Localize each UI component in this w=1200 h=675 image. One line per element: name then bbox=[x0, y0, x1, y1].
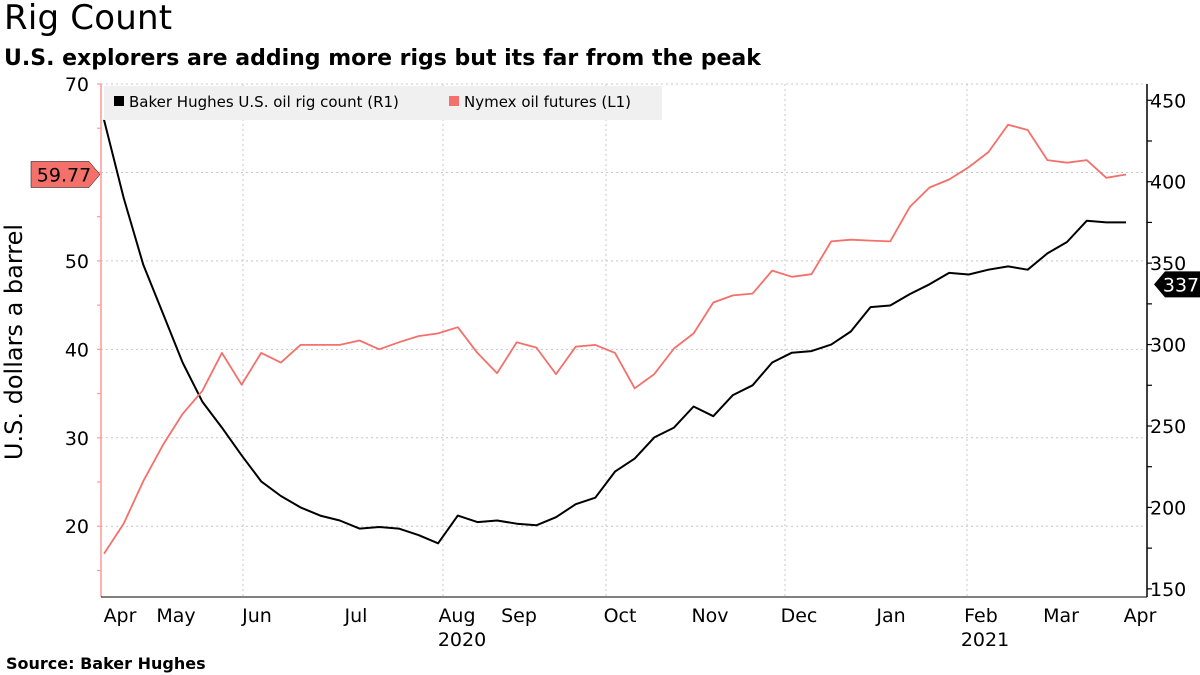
x-tick-label: Apr bbox=[1124, 605, 1157, 627]
left-tick-label: 20 bbox=[65, 516, 89, 538]
right-tick-label: 450 bbox=[1150, 90, 1186, 112]
x-tick-label: Nov bbox=[691, 605, 728, 627]
x-tick-label: Feb bbox=[964, 605, 998, 627]
year-label-2021: 2021 bbox=[961, 629, 1009, 651]
legend-label-rigs: Baker Hughes U.S. oil rig count (R1) bbox=[129, 93, 399, 111]
legend-background bbox=[104, 86, 662, 120]
last-value-badges: 59.77 337 bbox=[30, 161, 1200, 298]
oil-futures-line bbox=[103, 123, 1127, 555]
x-tick-label: Aug bbox=[438, 605, 475, 627]
x-tick-label: Jan bbox=[875, 605, 905, 627]
grid-lines bbox=[101, 83, 1147, 597]
left-tick-label: 40 bbox=[65, 339, 89, 361]
right-tick-label: 400 bbox=[1150, 172, 1186, 194]
chart-subtitle: U.S. explorers are adding more rigs but … bbox=[4, 46, 761, 71]
x-tick-label: Dec bbox=[781, 605, 818, 627]
rig-count-line bbox=[103, 119, 1126, 545]
oil-last-value-label: 59.77 bbox=[37, 164, 91, 186]
x-tick-label: Oct bbox=[604, 605, 637, 627]
year-label-2020: 2020 bbox=[438, 629, 486, 651]
right-tick-label: 150 bbox=[1150, 579, 1186, 601]
rig-last-value-label: 337 bbox=[1163, 274, 1199, 296]
x-tick-label: Apr bbox=[104, 605, 137, 627]
left-tick-label: 70 bbox=[65, 74, 89, 96]
legend-swatch-oil bbox=[449, 96, 459, 106]
left-tick-label: 50 bbox=[65, 251, 89, 273]
y-axis-label: U.S. dollars a barrel bbox=[0, 224, 28, 460]
series-lines bbox=[103, 119, 1127, 555]
legend-swatch-rigs bbox=[114, 96, 124, 106]
source-note: Source: Baker Hughes bbox=[6, 654, 206, 673]
chart-title: Rig Count bbox=[4, 0, 173, 38]
x-tick-label: May bbox=[156, 605, 195, 627]
rig-last-value-badge bbox=[1154, 271, 1200, 298]
left-tick-label: 30 bbox=[65, 428, 89, 450]
axes: 20 30 40 50 70 150 200 250 300 350 400 450 Apr May Jun… bbox=[65, 74, 1186, 651]
legend: Baker Hughes U.S. oil rig count (R1) Nym… bbox=[104, 86, 662, 120]
x-tick-label: Sep bbox=[501, 605, 537, 627]
oil-last-value-badge bbox=[30, 161, 101, 188]
right-tick-label: 250 bbox=[1150, 416, 1186, 438]
right-tick-label: 300 bbox=[1150, 335, 1186, 357]
x-tick-label: Jul bbox=[344, 605, 368, 627]
right-tick-label: 350 bbox=[1150, 253, 1186, 275]
right-tick-label: 200 bbox=[1150, 497, 1186, 519]
x-tick-label: Jun bbox=[241, 605, 272, 627]
legend-label-oil: Nymex oil futures (L1) bbox=[464, 93, 631, 111]
x-tick-label: Mar bbox=[1043, 605, 1079, 627]
